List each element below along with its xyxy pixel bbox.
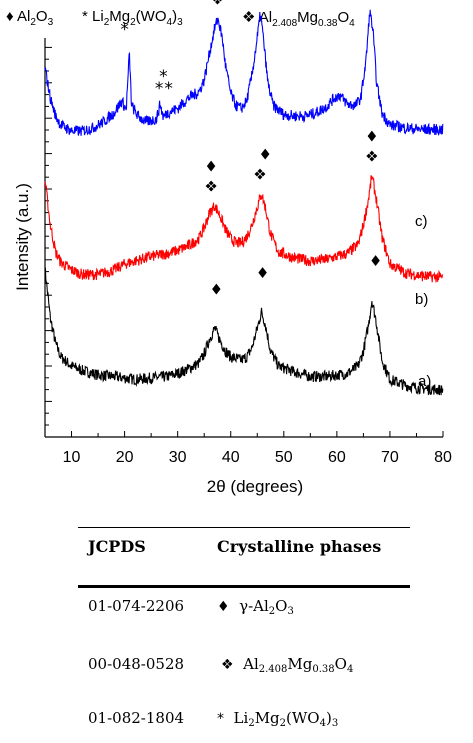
legend-text: (WO xyxy=(135,8,167,25)
row-phase: ♦ γ-Al2O3 xyxy=(217,597,294,617)
chart-series: a) b) c) xyxy=(44,9,444,396)
asterisk-marker: * xyxy=(155,79,164,99)
phase-text: Li xyxy=(233,709,249,727)
asterisk-icon: * xyxy=(217,711,224,727)
header-jcpds: JCPDS xyxy=(88,537,146,556)
table-top-rule xyxy=(78,527,410,528)
legend-text: ) xyxy=(172,8,178,25)
series-label: a) xyxy=(418,373,431,390)
phase-text: ) xyxy=(325,709,332,727)
series-label: b) xyxy=(415,291,428,308)
x-tick-label: 80 xyxy=(434,449,452,466)
series-line xyxy=(44,175,444,283)
legend-al2408mg038o4: ❖ Al2.408Mg0.38O4 xyxy=(242,8,355,29)
phase-sub: 2 xyxy=(279,718,287,729)
x-tick-label: 40 xyxy=(222,449,240,466)
phase-sub: 3 xyxy=(331,718,339,729)
phase-sub: 2 xyxy=(268,606,276,617)
phase-text: (WO xyxy=(286,709,320,727)
legend-text: O xyxy=(337,9,350,26)
phase-sub: 4 xyxy=(319,718,326,729)
x-axis-label: 2θ (degrees) xyxy=(207,477,303,496)
phase-text: O xyxy=(275,597,288,615)
legend-text: O xyxy=(35,8,48,25)
x-tick-label: 70 xyxy=(381,449,399,466)
legend-sub: 3 xyxy=(177,17,183,28)
legend: ♦ Al2O3 * Li2Mg2(WO4)3 ❖ Al2.408Mg0.38O4 xyxy=(6,2,473,36)
legend-sub: 0.38 xyxy=(318,18,338,29)
four-diamond-icon: ❖ xyxy=(242,9,256,26)
x-tick-label: 30 xyxy=(169,449,187,466)
asterisk-marker: * xyxy=(159,67,168,87)
diamond-marker: ♦ xyxy=(365,128,378,146)
y-axis-label: Intensity (a.u.) xyxy=(13,183,32,291)
diamond-marker: ♦ xyxy=(210,281,223,299)
legend-text: Mg xyxy=(297,9,319,26)
phase-sub: 3 xyxy=(287,606,294,617)
phase-text: Mg xyxy=(254,709,280,727)
asterisk-icon: * xyxy=(82,8,88,25)
row-phase: ❖ Al2.408Mg0.38O4 xyxy=(221,655,353,675)
series-label: c) xyxy=(415,213,428,230)
legend-sub: 3 xyxy=(47,17,54,28)
legend-li2mg2wo4: * Li2Mg2(WO4)3 xyxy=(82,8,183,28)
phase-text: O xyxy=(334,655,347,673)
four-diamond-marker: ❖ xyxy=(253,166,266,184)
diamond-marker: ♦ xyxy=(256,264,269,282)
phase-text: Al xyxy=(243,655,259,673)
four-diamond-marker: ❖ xyxy=(363,0,376,1)
diamond-marker: ♦ xyxy=(369,252,382,270)
x-tick-label: 50 xyxy=(275,449,293,466)
four-diamond-icon: ❖ xyxy=(221,657,234,673)
phase-text: Mg xyxy=(287,655,313,673)
phase-sub: 0.38 xyxy=(312,664,335,675)
legend-sub: 2 xyxy=(103,17,110,28)
legend-sub: 4 xyxy=(349,18,355,29)
header-phases: Crystalline phases xyxy=(217,537,382,556)
legend-sub: 2 xyxy=(30,17,36,28)
x-tick-label: 20 xyxy=(116,449,134,466)
chart-axes: 10 20 30 40 50 60 70 80 xyxy=(44,38,452,466)
x-tick-label: 60 xyxy=(328,449,346,466)
legend-text: Al xyxy=(17,8,31,25)
legend-text: Li xyxy=(92,8,104,25)
diamond-icon: ♦ xyxy=(217,599,230,615)
table-mid-rule xyxy=(78,585,410,588)
x-tick-label: 10 xyxy=(63,449,81,466)
phase-text: γ-Al xyxy=(239,597,269,615)
asterisk-marker: * xyxy=(120,20,129,40)
asterisk-marker: * xyxy=(164,79,173,99)
legend-al2o3: ♦ Al2O3 xyxy=(6,8,53,28)
legend-sub: 4 xyxy=(166,17,173,28)
phase-sub: 4 xyxy=(346,664,354,675)
peak-markers: ♦♦♦♦❖♦❖♦❖♦❖♦❖♦❖**** xyxy=(120,0,382,299)
series-line xyxy=(44,9,444,136)
diamond-marker: ♦ xyxy=(259,146,272,164)
series-line xyxy=(44,267,444,396)
diamond-marker: ♦ xyxy=(204,158,217,176)
four-diamond-marker: ❖ xyxy=(211,0,224,9)
legend-sub: 2.408 xyxy=(272,18,298,29)
legend-text: Mg xyxy=(109,8,131,25)
row-code: 01-082-1804 xyxy=(88,709,185,727)
four-diamond-marker: ❖ xyxy=(253,0,266,3)
row-code: 00-048-0528 xyxy=(88,655,185,673)
legend-sub: 2 xyxy=(130,17,136,28)
four-diamond-marker: ❖ xyxy=(204,178,217,196)
row-code: 01-074-2206 xyxy=(88,597,185,615)
phase-sub: 2 xyxy=(248,718,255,729)
diamond-icon: ♦ xyxy=(6,8,14,25)
four-diamond-marker: ❖ xyxy=(365,148,378,166)
row-phase: * Li2Mg2(WO4)3 xyxy=(217,709,338,729)
phase-sub: 2.408 xyxy=(258,664,288,675)
